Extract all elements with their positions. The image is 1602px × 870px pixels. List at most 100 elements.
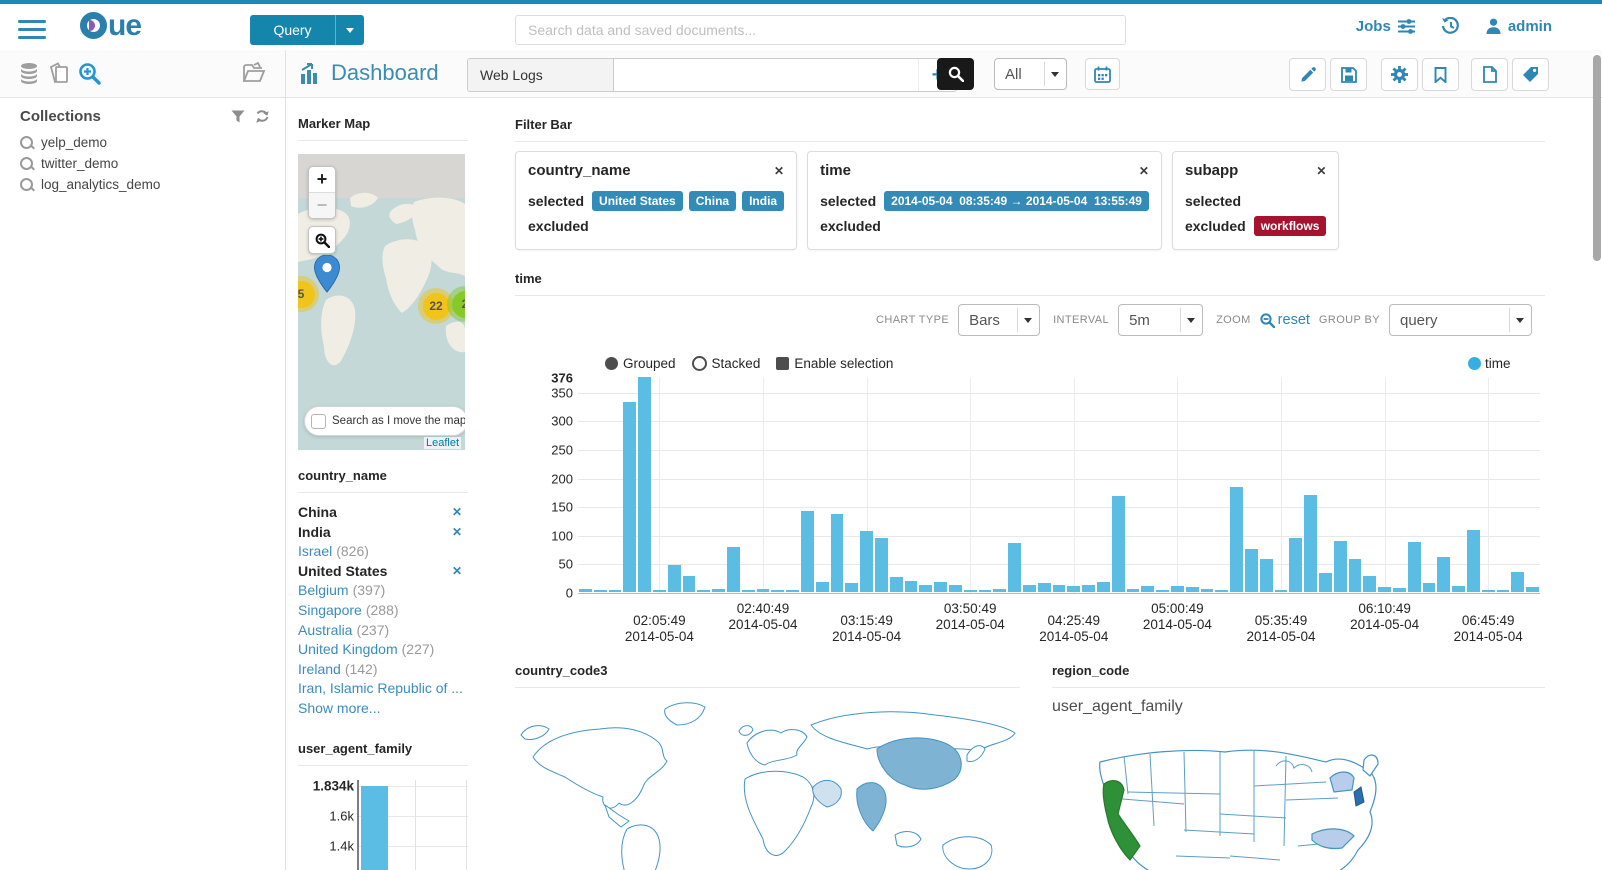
- time-bar[interactable]: [1304, 494, 1317, 592]
- time-bar[interactable]: [1185, 587, 1199, 592]
- time-bar[interactable]: [830, 513, 844, 592]
- time-bar[interactable]: [1200, 589, 1214, 592]
- close-icon[interactable]: ✕: [774, 163, 785, 178]
- time-bar[interactable]: [949, 585, 962, 592]
- time-bar[interactable]: [638, 377, 651, 592]
- mini-chart-bar[interactable]: [361, 786, 388, 870]
- filter-badge[interactable]: China: [688, 190, 737, 211]
- edit-dashboard-button[interactable]: [1289, 58, 1326, 91]
- remove-filter-icon[interactable]: ✕: [451, 563, 462, 578]
- time-bar[interactable]: [1156, 590, 1169, 592]
- us-gradient-map[interactable]: [1080, 726, 1420, 870]
- query-dropdown-toggle[interactable]: [335, 15, 364, 45]
- time-bar[interactable]: [919, 585, 933, 592]
- bookmark-button[interactable]: [1422, 58, 1459, 91]
- time-bar[interactable]: [1422, 583, 1436, 592]
- time-bar[interactable]: [579, 588, 592, 592]
- time-bar[interactable]: [1378, 587, 1391, 592]
- enable-selection-toggle[interactable]: Enable selection: [776, 356, 893, 371]
- time-bar[interactable]: [978, 590, 992, 592]
- time-bar[interactable]: [1363, 576, 1377, 592]
- time-bar[interactable]: [593, 590, 607, 592]
- time-bar[interactable]: [1437, 556, 1451, 592]
- time-bar[interactable]: [1126, 588, 1140, 592]
- time-bar[interactable]: [1467, 530, 1480, 592]
- time-bar[interactable]: [1348, 559, 1362, 592]
- time-bar[interactable]: [1289, 537, 1303, 592]
- time-bar[interactable]: [1259, 558, 1273, 592]
- time-bar[interactable]: [653, 590, 666, 592]
- collection-name-box[interactable]: Web Logs: [468, 59, 614, 91]
- leaflet-attribution-link[interactable]: Leaflet: [423, 437, 461, 449]
- time-bar[interactable]: [815, 581, 829, 592]
- time-bar[interactable]: [1319, 573, 1332, 592]
- map-box-zoom-button[interactable]: [308, 226, 336, 254]
- tags-button[interactable]: [1512, 58, 1549, 91]
- facet-value-link[interactable]: Belgium: [298, 582, 349, 599]
- time-bar[interactable]: [1082, 585, 1095, 592]
- time-bar[interactable]: [993, 588, 1007, 592]
- documents-icon[interactable]: [48, 62, 70, 84]
- time-bar[interactable]: [608, 590, 622, 592]
- time-bar[interactable]: [697, 590, 711, 592]
- time-bar[interactable]: [1097, 581, 1110, 592]
- time-bar[interactable]: [1067, 586, 1081, 592]
- search-as-move-checkbox[interactable]: [311, 413, 326, 429]
- facet-value-link[interactable]: Australia: [298, 621, 353, 638]
- hamburger-menu-icon[interactable]: [18, 20, 46, 44]
- save-dashboard-button[interactable]: [1330, 58, 1367, 91]
- facet-value-link[interactable]: Singapore: [298, 601, 362, 618]
- time-bar[interactable]: [801, 510, 814, 592]
- time-bar[interactable]: [623, 401, 637, 592]
- time-bar[interactable]: [741, 590, 755, 592]
- filter-badge[interactable]: United States: [592, 190, 683, 211]
- remove-filter-icon[interactable]: ✕: [451, 505, 462, 519]
- refresh-icon[interactable]: [255, 109, 270, 124]
- calendar-button[interactable]: [1085, 58, 1120, 90]
- time-bar[interactable]: [1452, 586, 1465, 592]
- collection-item[interactable]: twitter_demo: [10, 153, 275, 174]
- time-bar[interactable]: [904, 581, 918, 592]
- interval-select[interactable]: 5m: [1118, 304, 1204, 336]
- time-bar[interactable]: [1496, 590, 1510, 592]
- remove-filter-icon[interactable]: ✕: [451, 524, 462, 539]
- facet-value-link[interactable]: United Kingdom: [298, 641, 398, 658]
- filter-icon[interactable]: [231, 110, 245, 123]
- time-bar[interactable]: [889, 576, 903, 592]
- open-folder-icon[interactable]: [242, 62, 266, 84]
- map-zoom-in-button[interactable]: +: [316, 169, 328, 189]
- time-bar[interactable]: [963, 590, 977, 592]
- time-bar[interactable]: [860, 530, 873, 592]
- time-bar[interactable]: [1333, 540, 1347, 592]
- time-bar[interactable]: [1008, 543, 1021, 592]
- time-bar[interactable]: [712, 589, 725, 592]
- map-cluster-marker[interactable]: 22: [418, 288, 454, 324]
- hue-logo[interactable]: ue: [80, 11, 142, 41]
- database-icon[interactable]: [18, 62, 40, 84]
- marker-map-widget[interactable]: + − 5 22 2 Search as I move the map Leaf…: [298, 154, 465, 450]
- filter-badge[interactable]: workflows: [1253, 215, 1327, 236]
- time-bar[interactable]: [1052, 584, 1066, 592]
- new-document-button[interactable]: [1471, 58, 1508, 91]
- close-icon[interactable]: ✕: [1316, 163, 1327, 178]
- time-bar[interactable]: [1526, 587, 1539, 592]
- time-bar[interactable]: [727, 547, 740, 592]
- query-button[interactable]: Query: [250, 15, 335, 45]
- world-gradient-map[interactable]: [515, 693, 1020, 870]
- time-bar[interactable]: [1481, 589, 1495, 592]
- user-menu[interactable]: admin: [1486, 18, 1552, 35]
- time-bar[interactable]: [682, 576, 696, 592]
- facet-show-more-link[interactable]: Show more...: [298, 699, 381, 716]
- jobs-link[interactable]: Jobs: [1356, 18, 1415, 35]
- time-bar[interactable]: [1407, 541, 1421, 592]
- zoom-reset-link[interactable]: reset: [1260, 312, 1310, 328]
- map-zoom-out-button[interactable]: −: [309, 192, 335, 218]
- collection-item[interactable]: log_analytics_demo: [10, 174, 275, 195]
- time-bar[interactable]: [771, 590, 785, 592]
- history-icon[interactable]: [1441, 17, 1460, 35]
- scope-select[interactable]: All: [994, 58, 1067, 90]
- time-bar[interactable]: [786, 590, 799, 592]
- dashboard-query-input[interactable]: [614, 59, 918, 91]
- time-bar[interactable]: [1141, 586, 1155, 592]
- collection-item[interactable]: yelp_demo: [10, 132, 275, 153]
